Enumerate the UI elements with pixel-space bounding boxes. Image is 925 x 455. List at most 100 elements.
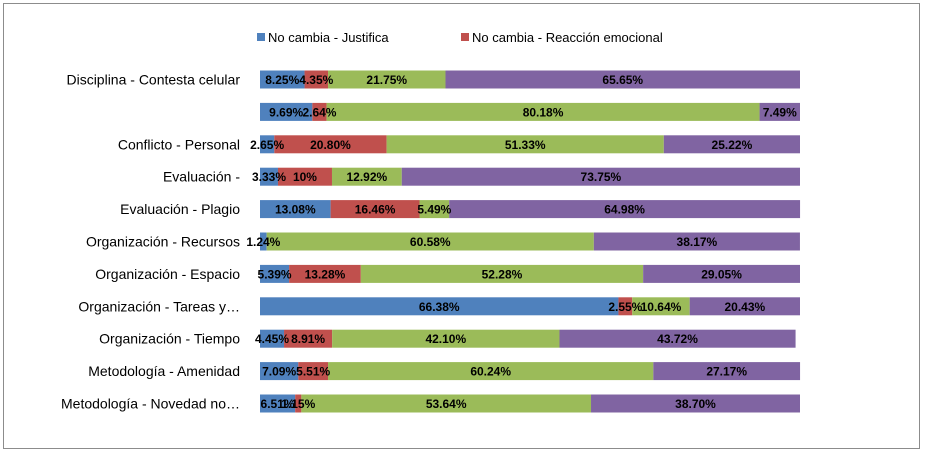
category-label-6: Organización - Espacio	[95, 266, 240, 282]
bar-segment-7-3	[689, 297, 800, 316]
bar-label-1-3: 7.49%	[763, 105, 797, 119]
bar-segment-0-1	[304, 70, 329, 89]
category-label-4: Evaluación - Plagio	[120, 201, 240, 217]
bar-segment-9-1	[298, 362, 329, 381]
bar-label-10-1: 1.15%	[281, 397, 315, 411]
bar-label-8-0: 4.45%	[255, 332, 289, 346]
bar-segment-0-3	[445, 70, 800, 89]
bar-segment-10-1	[295, 394, 302, 413]
bar-label-1-2: 80.18%	[523, 105, 564, 119]
bar-segment-3-1	[277, 167, 332, 186]
bar-label-2-1: 20.80%	[310, 138, 351, 152]
bar-segment-6-2	[360, 264, 644, 283]
legend-label-0: No cambia - Justifica	[268, 30, 389, 45]
bar-label-3-0: 3.33%	[252, 170, 286, 184]
bar-segment-3-3	[401, 167, 800, 186]
category-label-0: Disciplina - Contesta celular	[66, 72, 240, 88]
bar-label-6-1: 13.28%	[305, 267, 346, 281]
bar-label-0-0: 8.25%	[265, 73, 299, 87]
bar-segment-8-1	[284, 329, 333, 348]
bar-segment-5-0	[260, 232, 267, 251]
bar-label-0-1: 4.35%	[299, 73, 333, 87]
bar-label-3-3: 73.75%	[581, 170, 622, 184]
bar-segment-0-2	[328, 70, 446, 89]
bar-label-10-0: 6.51%	[261, 397, 295, 411]
bar-label-5-0: 1.24%	[246, 235, 280, 249]
bar-segment-10-0	[260, 394, 296, 413]
bar-label-2-3: 25.22%	[712, 138, 753, 152]
category-label-3: Evaluación -	[163, 169, 240, 185]
bar-segment-10-2	[301, 394, 592, 413]
legend-label-1: No cambia - Reacción emocional	[472, 30, 663, 45]
bar-label-9-0: 7.09%	[262, 365, 296, 379]
bar-label-4-1: 16.46%	[355, 203, 396, 217]
bar-label-3-2: 12.92%	[347, 170, 388, 184]
bar-label-9-1: 5.51%	[296, 365, 330, 379]
bar-segment-3-0	[260, 167, 278, 186]
bar-label-2-2: 51.33%	[505, 138, 546, 152]
bar-segment-3-2	[331, 167, 402, 186]
bar-value-labels: 8.25% 4.35% 21.75% 65.65% 9.69% 2.64% 80.18% 7.…	[246, 73, 797, 411]
bar-label-7-1: 2.55%	[608, 300, 642, 314]
bar-label-7-2: 10.64%	[641, 300, 682, 314]
bar-label-7-0: 66.38%	[419, 300, 460, 314]
bar-segment-2-1	[274, 135, 387, 154]
bar-segment-1-2	[326, 102, 760, 121]
bar-label-1-0: 9.69%	[269, 105, 303, 119]
bar-segment-1-0	[260, 102, 313, 121]
bar-label-4-2: 5.49%	[417, 203, 451, 217]
bar-segment-8-2	[332, 329, 560, 348]
bar-segment-4-3	[449, 200, 801, 219]
legend: No cambia - Justifica No cambia - Reacció…	[257, 30, 663, 45]
bar-segment-1-3	[759, 102, 800, 121]
bar-label-6-2: 52.28%	[482, 267, 523, 281]
bar-segment-4-0	[260, 200, 331, 219]
bar-segment-5-3	[593, 232, 800, 251]
bar-segment-4-2	[419, 200, 450, 219]
category-label-5: Organización - Recursos	[86, 234, 240, 250]
bar-segment-10-3	[591, 394, 800, 413]
bar-label-9-3: 27.17%	[706, 365, 747, 379]
bar-segment-6-3	[643, 264, 800, 283]
bar-segment-7-1	[618, 297, 633, 316]
bar-label-3-1: 10%	[293, 170, 317, 184]
bar-segment-9-0	[260, 362, 299, 381]
bar-segment-7-0	[260, 297, 619, 316]
category-label-10: Metodología - Novedad no…	[61, 396, 240, 412]
bar-label-5-2: 60.58%	[410, 235, 451, 249]
bar-segment-8-3	[559, 329, 796, 348]
bar-label-2-0: 2.65%	[250, 138, 284, 152]
bar-label-8-3: 43.72%	[657, 332, 698, 346]
bar-label-4-3: 64.98%	[604, 203, 645, 217]
bar-label-4-0: 13.08%	[275, 203, 316, 217]
legend-swatch-1	[461, 33, 469, 41]
bar-segment-0-0	[260, 70, 305, 89]
bar-segment-1-1	[312, 102, 327, 121]
bar-label-6-0: 5.39%	[258, 267, 292, 281]
bar-segment-6-0	[260, 264, 290, 283]
category-label-7: Organización - Tareas y…	[78, 298, 240, 314]
bar-label-8-1: 8.91%	[291, 332, 325, 346]
bar-label-10-2: 53.64%	[426, 397, 467, 411]
bar-label-8-2: 42.10%	[425, 332, 466, 346]
legend-swatch-0	[257, 33, 265, 41]
category-label-8: Organización - Tiempo	[99, 331, 240, 347]
bar-segment-6-1	[289, 264, 361, 283]
bar-segment-2-0	[260, 135, 275, 154]
bar-label-1-1: 2.64%	[302, 105, 336, 119]
category-label-9: Metodología - Amenidad	[88, 363, 240, 379]
bar-segment-9-3	[653, 362, 801, 381]
bar-label-0-3: 65.65%	[602, 73, 643, 87]
bars	[260, 70, 801, 413]
bar-segment-2-3	[663, 135, 800, 154]
bar-label-7-3: 20.43%	[724, 300, 765, 314]
bar-segment-2-2	[386, 135, 664, 154]
bar-label-5-3: 38.17%	[677, 235, 718, 249]
bar-segment-4-1	[330, 200, 420, 219]
bar-segment-5-2	[266, 232, 594, 251]
category-labels: Disciplina - Contesta celular Conflicto -…	[61, 72, 240, 412]
bar-label-6-3: 29.05%	[701, 267, 742, 281]
bar-label-10-3: 38.70%	[675, 397, 716, 411]
bar-label-9-2: 60.24%	[470, 365, 511, 379]
